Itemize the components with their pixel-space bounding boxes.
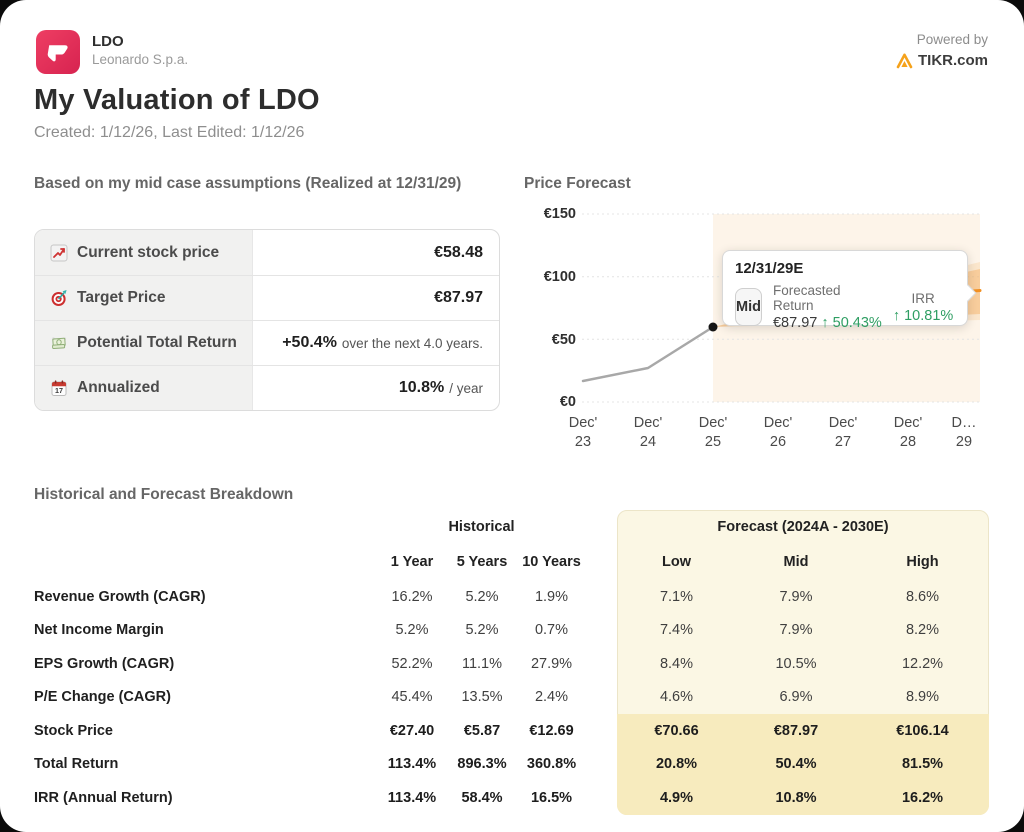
table-row: EPS Growth (CAGR) 52.2% 11.1% 27.9% 8.4%… [34,655,944,672]
row-value: €58.48 [434,243,483,261]
col-header-mid: Mid [783,554,809,570]
col-header-high: High [906,554,939,570]
svg-text:€50: €50 [552,332,576,348]
row-label: Current stock price [77,243,220,261]
target-icon [50,289,68,307]
tooltip-date: 12/31/29E [735,260,804,277]
col-header-1y: 1 Year [390,554,434,570]
table-row: Stock Price €27.40 €5.87 €12.69 €70.66 €… [34,722,949,739]
svg-text:Dec': Dec' [764,415,793,431]
svg-text:26: 26 [770,434,786,450]
chart-canvas: €150 €100 €50 €0 Dec' 23 Dec' 24 Dec' 25… [544,206,982,450]
row-suffix: / year [449,380,483,396]
table-row: Total Return 113.4% 896.3% 360.8% 20.8% … [34,756,944,773]
row-value: 10.8% [398,379,445,396]
assumptions-heading: Based on my mid case assumptions (Realiz… [34,175,462,192]
row-label: Annualized [77,379,160,396]
svg-text:25: 25 [705,434,721,450]
irr-label: IRR [911,290,935,306]
chart-heading: Price Forecast [524,175,631,192]
table-row: P/E Change (CAGR) 45.4% 13.5% 2.4% 4.6% … [34,689,940,706]
svg-text:27: 27 [835,434,851,450]
chart-up-icon [50,244,68,262]
svg-text:23: 23 [575,434,591,450]
breakdown-table: Historical Forecast (2024A - 2030E) 1 Ye… [34,510,989,815]
page-title: My Valuation of LDO [34,84,320,116]
row-label: Potential Total Return [77,334,237,351]
money-wings-icon [50,334,68,352]
historical-price-line [581,325,715,383]
svg-text:Dec': Dec' [634,415,663,431]
company-header: LDO Leonardo S.p.a. [36,30,188,74]
svg-text:D…: D… [952,415,977,431]
company-name: Leonardo S.p.a. [92,52,189,67]
svg-text:17: 17 [55,386,63,395]
table-row: Net Income Margin 5.2% 5.2% 0.7% 7.4% 7.… [34,622,940,639]
breakdown-heading: Historical and Forecast Breakdown [34,486,294,503]
powered-by-label: Powered by [916,32,988,47]
row-value: €87.97 [434,289,483,306]
svg-text:Dec': Dec' [569,415,598,431]
svg-text:24: 24 [640,434,656,450]
leonardo-logo-icon [36,30,80,74]
svg-text:Dec': Dec' [699,415,728,431]
group-header-row: Historical Forecast (2024A - 2030E) [34,510,989,544]
powered-by-block: Powered by TIKR.com [896,32,988,69]
col-header-10y: 10 Years [522,554,581,570]
svg-text:Dec': Dec' [894,415,923,431]
price-forecast-chart[interactable]: €150 €100 €50 €0 Dec' 23 Dec' 24 Dec' 25… [524,200,990,462]
forecasted-return-value: €87.97 ↑ 50.43% [772,315,882,331]
table-row: Target Price €87.97 [35,275,499,320]
svg-text:€0: €0 [560,394,576,410]
forecasted-return-label: Forecasted Return [772,283,841,313]
table-row: 17 Annualized 10.8% / year [35,365,499,410]
irr-value: ↑ 10.81% [892,307,954,324]
svg-text:28: 28 [900,434,916,450]
table-row: Potential Total Return +50.4% over the n… [35,320,499,365]
row-label: Target Price [77,289,166,306]
mid-case-badge[interactable]: Mid [735,288,762,326]
svg-text:Dec': Dec' [829,415,858,431]
tikr-logo-icon [896,53,913,69]
table-row: Revenue Growth (CAGR) 16.2% 5.2% 1.9% 7.… [34,588,940,605]
page-subtitle: Created: 1/12/26, Last Edited: 1/12/26 [34,124,305,141]
column-header-row: 1 Year 5 Years 10 Years Low Mid High [34,544,989,580]
historical-group-header: Historical [448,519,515,535]
svg-text:€150: €150 [544,206,576,222]
ticker: LDO [92,33,124,50]
table-row: IRR (Annual Return) 113.4% 58.4% 16.5% 4… [34,789,944,806]
table-row: Current stock price €58.48 [35,230,499,275]
assumptions-table: Current stock price €58.48 T [34,229,500,411]
tikr-link[interactable]: TIKR.com [896,52,988,69]
chart-tooltip: 12/31/29E Mid Forecasted Return €87.97 ↑… [722,250,977,331]
forecast-panel-highlight [617,714,989,815]
tikr-brand-label: TIKR.com [917,52,988,69]
row-suffix: over the next 4.0 years. [341,335,483,351]
forecast-group-header: Forecast (2024A - 2030E) [717,519,889,535]
current-price-dot [708,322,718,332]
forecasted-return-change: ↑ 50.43% [821,315,882,331]
col-header-low: Low [662,554,691,570]
row-value: +50.4% [282,334,337,351]
calendar-icon: 17 [50,379,68,397]
col-header-5y: 5 Years [456,554,508,570]
svg-text:29: 29 [956,434,972,450]
svg-text:€100: €100 [544,269,576,285]
